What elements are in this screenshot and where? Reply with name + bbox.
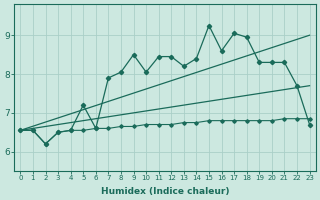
X-axis label: Humidex (Indice chaleur): Humidex (Indice chaleur) <box>101 187 229 196</box>
